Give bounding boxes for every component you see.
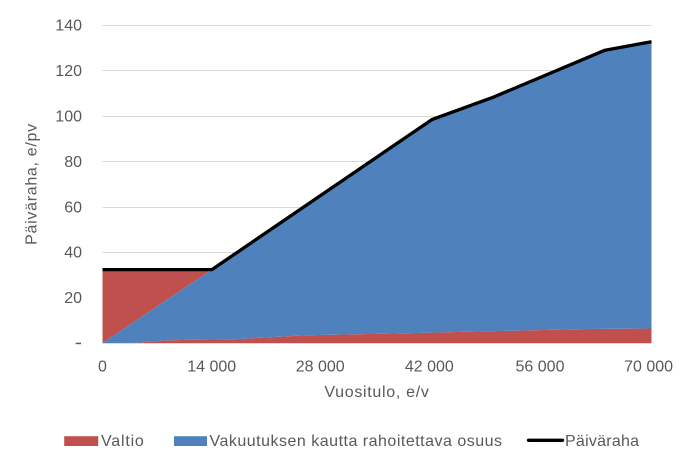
svg-text:28 000: 28 000: [296, 358, 345, 375]
svg-text:56 000: 56 000: [516, 358, 565, 375]
svg-text:40: 40: [64, 245, 82, 262]
svg-text:Vakuutuksen kautta rahoitettav: Vakuutuksen kautta rahoitettava osuus: [210, 433, 503, 450]
svg-text:140: 140: [55, 18, 82, 35]
svg-text:70 000: 70 000: [624, 358, 673, 375]
svg-text:42 000: 42 000: [405, 358, 454, 375]
svg-text:14 000: 14 000: [187, 358, 236, 375]
svg-text:20: 20: [64, 290, 82, 307]
svg-text:Vuositulo, e/v: Vuositulo, e/v: [324, 384, 429, 401]
svg-text:Päiväraha, e/pv: Päiväraha, e/pv: [23, 123, 40, 245]
svg-text:60: 60: [64, 199, 82, 216]
svg-text:120: 120: [55, 63, 82, 80]
svg-text:0: 0: [98, 358, 107, 375]
svg-text:Päiväraha: Päiväraha: [565, 433, 639, 450]
svg-text:Valtio: Valtio: [101, 433, 145, 450]
svg-text:80: 80: [64, 154, 82, 171]
svg-text:100: 100: [55, 109, 82, 126]
